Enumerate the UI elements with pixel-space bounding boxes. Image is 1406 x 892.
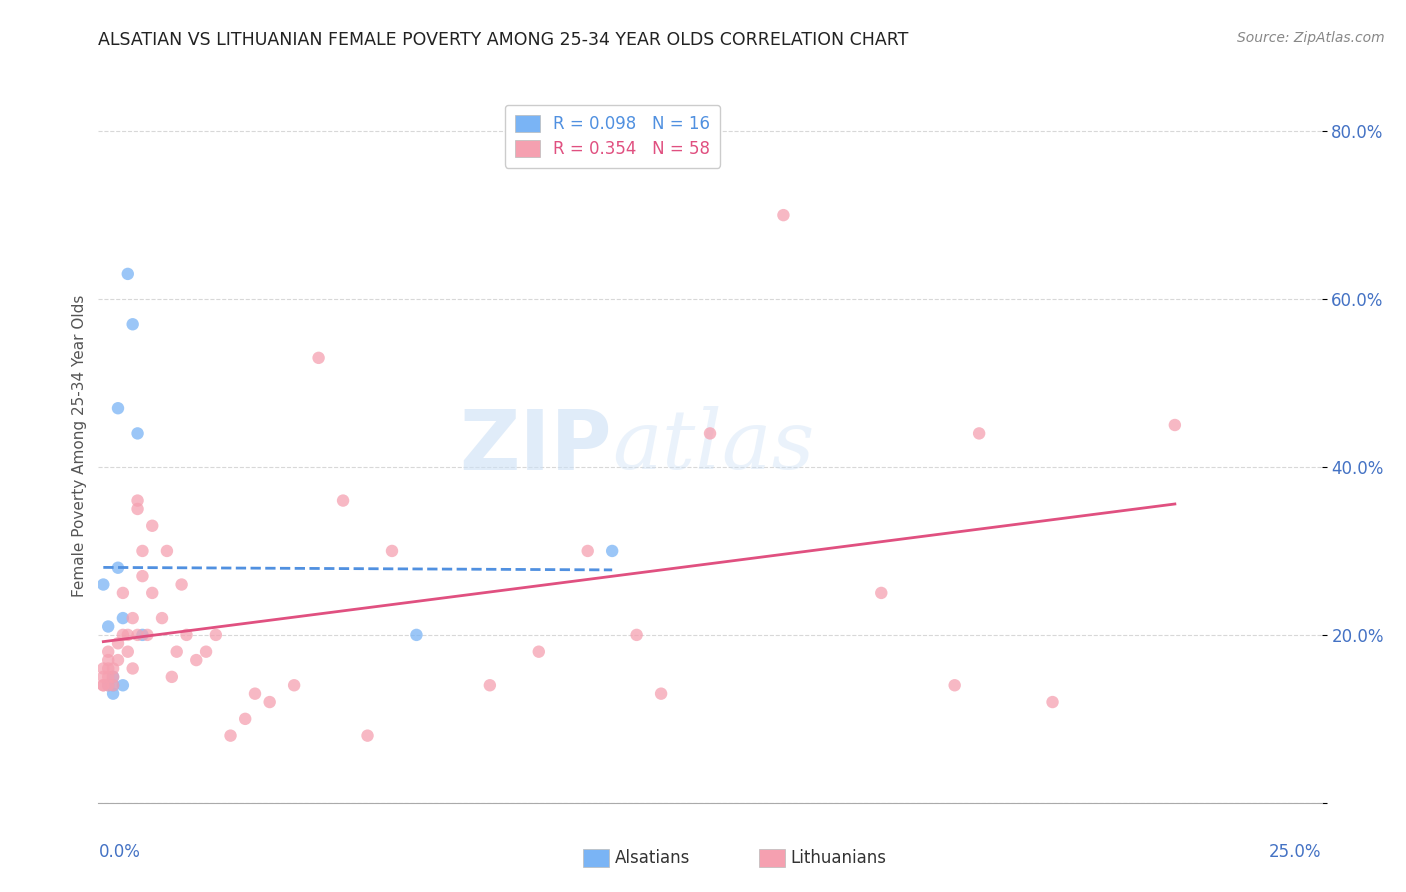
Point xyxy=(107,401,129,416)
Y-axis label: Female Poverty Among 25-34 Year Olds: Female Poverty Among 25-34 Year Olds xyxy=(72,295,87,597)
Point xyxy=(131,628,153,642)
Point xyxy=(101,670,124,684)
Text: Source: ZipAtlas.com: Source: ZipAtlas.com xyxy=(1237,31,1385,45)
Point xyxy=(101,687,124,701)
Point xyxy=(127,628,149,642)
Point xyxy=(283,678,305,692)
Legend: R = 0.098   N = 16, R = 0.354   N = 58: R = 0.098 N = 16, R = 0.354 N = 58 xyxy=(505,104,720,168)
Point xyxy=(97,645,120,659)
Point xyxy=(233,712,256,726)
Point xyxy=(405,628,427,642)
Point xyxy=(195,645,218,659)
Point xyxy=(332,493,354,508)
Point xyxy=(1164,417,1187,432)
Text: 25.0%: 25.0% xyxy=(1270,843,1322,861)
Point xyxy=(1042,695,1064,709)
Point xyxy=(478,678,501,692)
Point xyxy=(772,208,794,222)
Point xyxy=(121,611,143,625)
Point xyxy=(107,560,129,574)
Point xyxy=(176,628,198,642)
Point xyxy=(131,544,153,558)
Point xyxy=(107,653,129,667)
Point xyxy=(127,426,149,441)
Text: Alsatians: Alsatians xyxy=(614,849,690,867)
Point xyxy=(111,628,134,642)
Point xyxy=(150,611,173,625)
Point xyxy=(381,544,404,558)
Point xyxy=(576,544,599,558)
Point xyxy=(91,661,114,675)
Point xyxy=(600,544,623,558)
Point xyxy=(967,426,990,441)
Text: ALSATIAN VS LITHUANIAN FEMALE POVERTY AMONG 25-34 YEAR OLDS CORRELATION CHART: ALSATIAN VS LITHUANIAN FEMALE POVERTY AM… xyxy=(98,31,908,49)
Point xyxy=(111,678,134,692)
Point xyxy=(243,687,266,701)
Point xyxy=(259,695,281,709)
Point xyxy=(97,653,120,667)
Point xyxy=(107,636,129,650)
Point xyxy=(91,678,114,692)
Point xyxy=(356,729,378,743)
Point xyxy=(101,661,124,675)
Point xyxy=(699,426,721,441)
Point xyxy=(117,628,139,642)
Point xyxy=(141,518,163,533)
Point xyxy=(111,586,134,600)
Point xyxy=(166,645,188,659)
Point xyxy=(156,544,179,558)
Point xyxy=(121,318,143,332)
Point xyxy=(101,678,124,692)
Point xyxy=(111,611,134,625)
Point xyxy=(136,628,159,642)
Point xyxy=(650,687,672,701)
Point xyxy=(141,586,163,600)
Text: 0.0%: 0.0% xyxy=(98,843,141,861)
Point xyxy=(186,653,208,667)
Point xyxy=(870,586,893,600)
Point xyxy=(127,493,149,508)
Point xyxy=(97,619,120,633)
Point xyxy=(91,670,114,684)
Text: ZIP: ZIP xyxy=(460,406,612,486)
Point xyxy=(91,678,114,692)
Point xyxy=(91,577,114,591)
Point xyxy=(97,670,120,684)
Point xyxy=(117,267,139,281)
Text: Lithuanians: Lithuanians xyxy=(790,849,886,867)
Point xyxy=(131,569,153,583)
Point xyxy=(160,670,183,684)
Point xyxy=(626,628,648,642)
Point xyxy=(101,678,124,692)
Text: atlas: atlas xyxy=(612,406,814,486)
Point xyxy=(527,645,550,659)
Point xyxy=(121,661,143,675)
Point xyxy=(205,628,228,642)
Point xyxy=(117,645,139,659)
Point xyxy=(97,678,120,692)
Point xyxy=(170,577,193,591)
Point xyxy=(101,670,124,684)
Point xyxy=(97,661,120,675)
Point xyxy=(127,502,149,516)
Point xyxy=(943,678,966,692)
Point xyxy=(97,678,120,692)
Point xyxy=(308,351,330,365)
Point xyxy=(219,729,242,743)
